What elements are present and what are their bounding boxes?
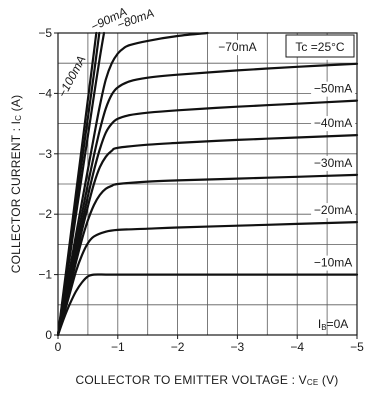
plot-grid (58, 33, 357, 335)
curve-label-bg (213, 40, 262, 56)
plot-frame (57, 32, 358, 336)
curve-label: −40mA (314, 116, 352, 130)
ib-curve (56, 62, 359, 337)
curve-label-bg (311, 116, 356, 132)
curve-label: −30mA (314, 156, 352, 170)
y-tick-label: 0 (45, 328, 52, 342)
ib-curve (56, 31, 209, 337)
y-tick-label: −3 (38, 147, 52, 161)
curve-label: −20mA (314, 203, 352, 217)
ib-curve (56, 173, 359, 337)
ib-curve (56, 99, 359, 337)
base-label-value: =0A (327, 317, 349, 331)
x-tick-label: −4 (290, 340, 304, 354)
x-axis-title-sub: CE (307, 378, 319, 387)
x-tick-label: 0 (55, 340, 62, 354)
y-axis-title: COLLECTOR CURRENT : IC (A) (9, 95, 23, 274)
ib-curve (56, 273, 359, 337)
curve-label: −50mA (314, 82, 352, 96)
base-label-main: I (318, 317, 321, 331)
y-tick-label: −4 (38, 86, 52, 100)
curve-label-bg (311, 203, 356, 219)
condition-label: Tc =25°C (295, 40, 344, 54)
y-tick-label: −5 (38, 26, 52, 40)
x-tick-label: −3 (231, 340, 245, 354)
axis-ticks: 0 −1 −2 −3 −4 −5 0 −1 −2 −3 −4 −5 (38, 26, 364, 354)
x-tick-label: −5 (350, 340, 364, 354)
y-axis-title-unit: (A) (9, 95, 23, 115)
curve-label: −10mA (314, 256, 352, 270)
condition-box-frame (285, 34, 355, 58)
x-axis-title-unit: (V) (318, 373, 338, 387)
ib-curve (56, 31, 98, 337)
curve-group (56, 31, 359, 337)
base-current-zero-label: IB=0A (318, 317, 348, 332)
ib-curve (56, 221, 359, 337)
curve-label: −100mA (55, 53, 89, 99)
temperature-condition-box: Tc =25°C (285, 34, 355, 58)
x-tick-label: −2 (171, 340, 185, 354)
y-tick-label: −2 (38, 207, 52, 221)
base-label-sub: B (321, 323, 326, 332)
curve-label: −70mA (218, 40, 256, 54)
y-axis-title-main: COLLECTOR CURRENT : I (9, 121, 23, 273)
curve-label-bg (311, 255, 356, 271)
y-axis-title-sub: C (14, 115, 23, 121)
curve-label-bg (311, 81, 356, 97)
x-axis-title: COLLECTOR TO EMITTER VOLTAGE : VCE (V) (76, 373, 339, 387)
x-axis-title-main: COLLECTOR TO EMITTER VOLTAGE : V (76, 373, 307, 387)
y-tick-label: −1 (38, 268, 52, 282)
x-tick-label: −1 (111, 340, 125, 354)
curve-label-bg (311, 155, 356, 171)
